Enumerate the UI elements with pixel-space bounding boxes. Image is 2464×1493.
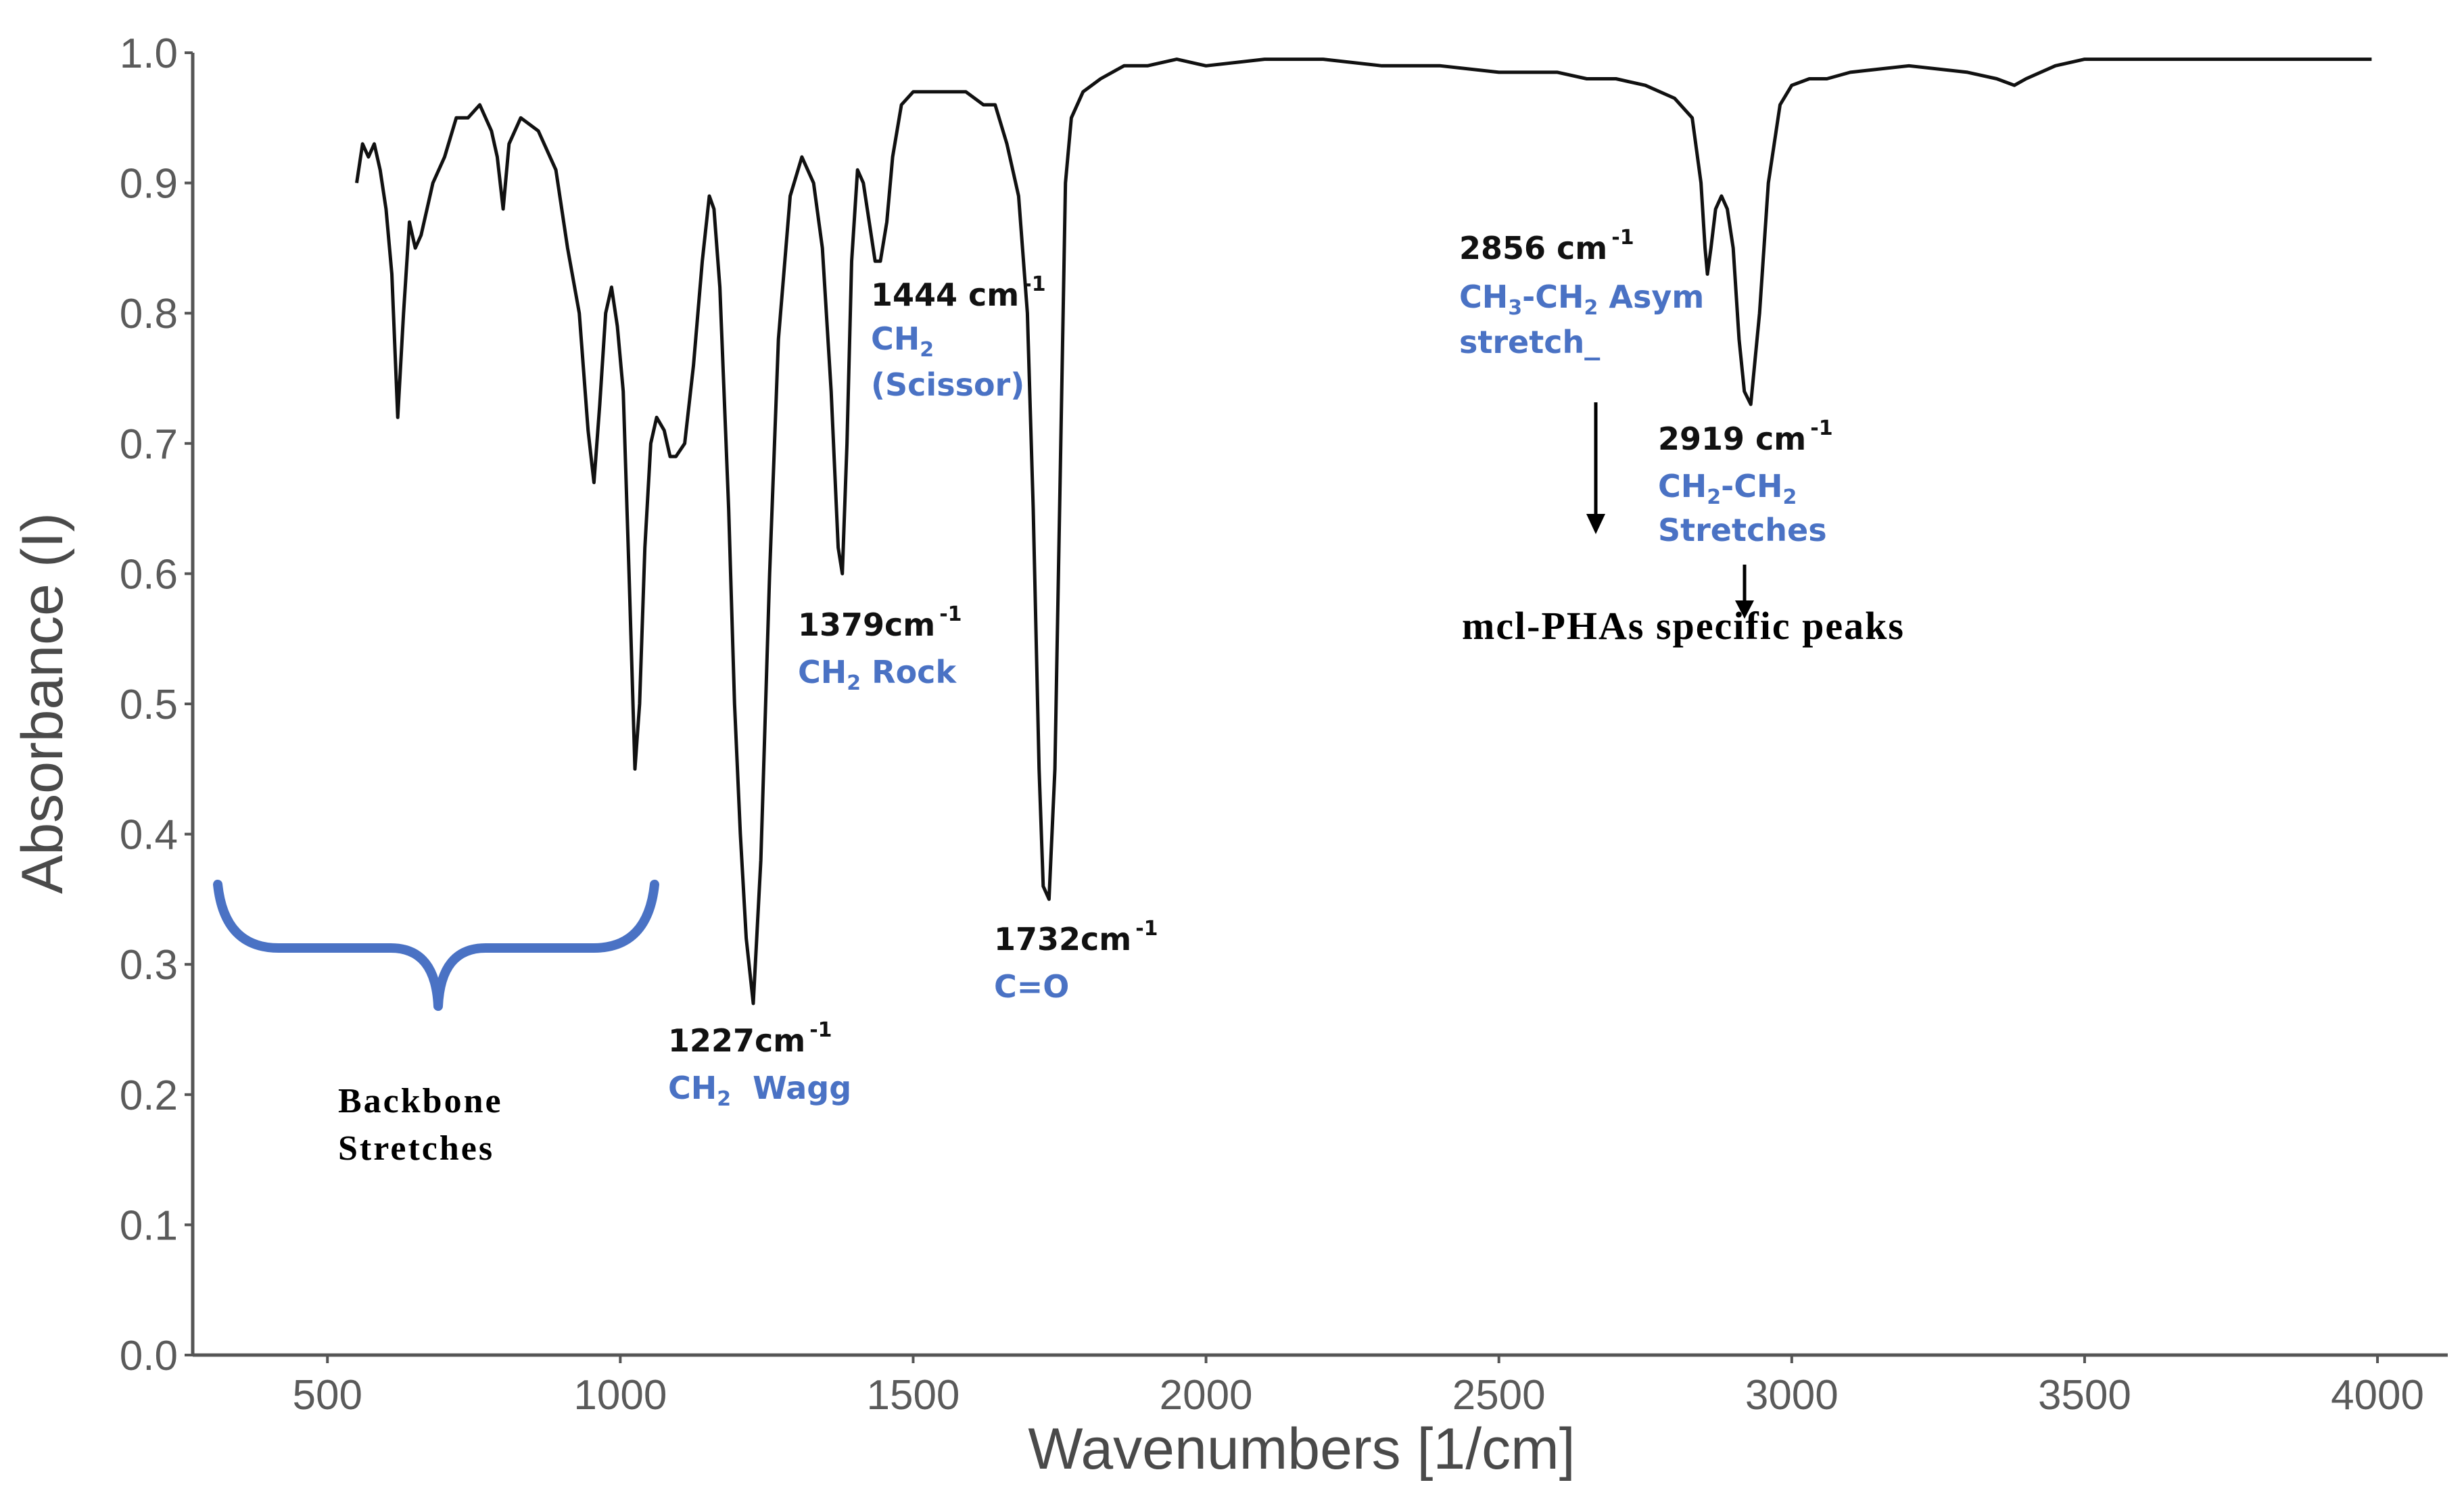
y-tick-label: 1.0	[120, 30, 178, 77]
peak-1444-group: CH2	[871, 321, 934, 362]
x-tick-label: 3000	[1745, 1372, 1839, 1419]
x-tick-label: 4000	[2331, 1372, 2424, 1419]
peak-2919-group: CH2-CH2	[1658, 468, 1797, 509]
peak-2919-mode: Stretches	[1658, 512, 1827, 548]
backbone-label-line2: Stretches	[338, 1129, 494, 1168]
backbone-label-line1: Backbone	[338, 1082, 503, 1120]
peak-1732-group: C=O	[994, 968, 1069, 1005]
backbone-brace	[213, 880, 659, 1011]
arrow-2856	[1586, 402, 1605, 534]
y-tick-label: 0.6	[120, 551, 178, 598]
y-axis-title: Absorbance (I)	[10, 513, 75, 894]
mcl-note: mcl-PHAs specific peaks	[1462, 604, 1905, 648]
x-tick-label: 2000	[1160, 1372, 1253, 1419]
y-tick-label: 0.1	[120, 1202, 178, 1249]
x-ticks: 500 1000 1500 2000 2500 3000 3500 4000	[293, 1355, 2424, 1419]
x-tick-label: 1000	[573, 1372, 667, 1419]
y-tick-label: 0.8	[120, 291, 178, 337]
peak-1227-wavenumber: 1227cm -1	[668, 1018, 832, 1059]
peak-1379-wavenumber: 1379cm -1	[798, 602, 962, 643]
y-tick-label: 0.3	[120, 942, 178, 989]
peak-2856-group: CH3-CH2 Asym	[1459, 279, 1704, 320]
y-tick-label: 0.2	[120, 1072, 178, 1119]
peak-1732-wavenumber: 1732cm -1	[994, 917, 1158, 957]
y-tick-label: 0.9	[120, 161, 178, 208]
y-tick-label: 0.0	[120, 1333, 178, 1379]
y-ticks: 0.0 0.1 0.2 0.3 0.4 0.5 0.6 0.7 0.8 0.9 1.0	[120, 30, 193, 1379]
axes	[191, 53, 2448, 1357]
x-axis-title: Wavenumbers [1/cm]	[1028, 1417, 1575, 1482]
peak-1444-wavenumber: 1444 cm -1	[871, 272, 1046, 313]
x-tick-label: 500	[293, 1372, 362, 1419]
arrow-2919	[1735, 565, 1754, 619]
peak-1227-group: CH2 Wagg	[668, 1070, 851, 1111]
y-tick-label: 0.5	[120, 682, 178, 728]
x-tick-label: 2500	[1452, 1372, 1546, 1419]
peak-2919-wavenumber: 2919 cm -1	[1658, 417, 1833, 457]
peak-1379-group: CH2 Rock	[798, 654, 957, 695]
spectrum-line	[355, 57, 2372, 1005]
peak-2856-mode: stretch_	[1459, 324, 1600, 360]
peak-2856-wavenumber: 2856 cm -1	[1459, 226, 1634, 266]
x-tick-label: 1500	[866, 1372, 959, 1419]
peak-1444-mode: (Scissor)	[871, 366, 1024, 403]
x-tick-label: 3500	[2038, 1372, 2131, 1419]
y-tick-label: 0.4	[120, 812, 178, 859]
y-tick-label: 0.7	[120, 421, 178, 468]
